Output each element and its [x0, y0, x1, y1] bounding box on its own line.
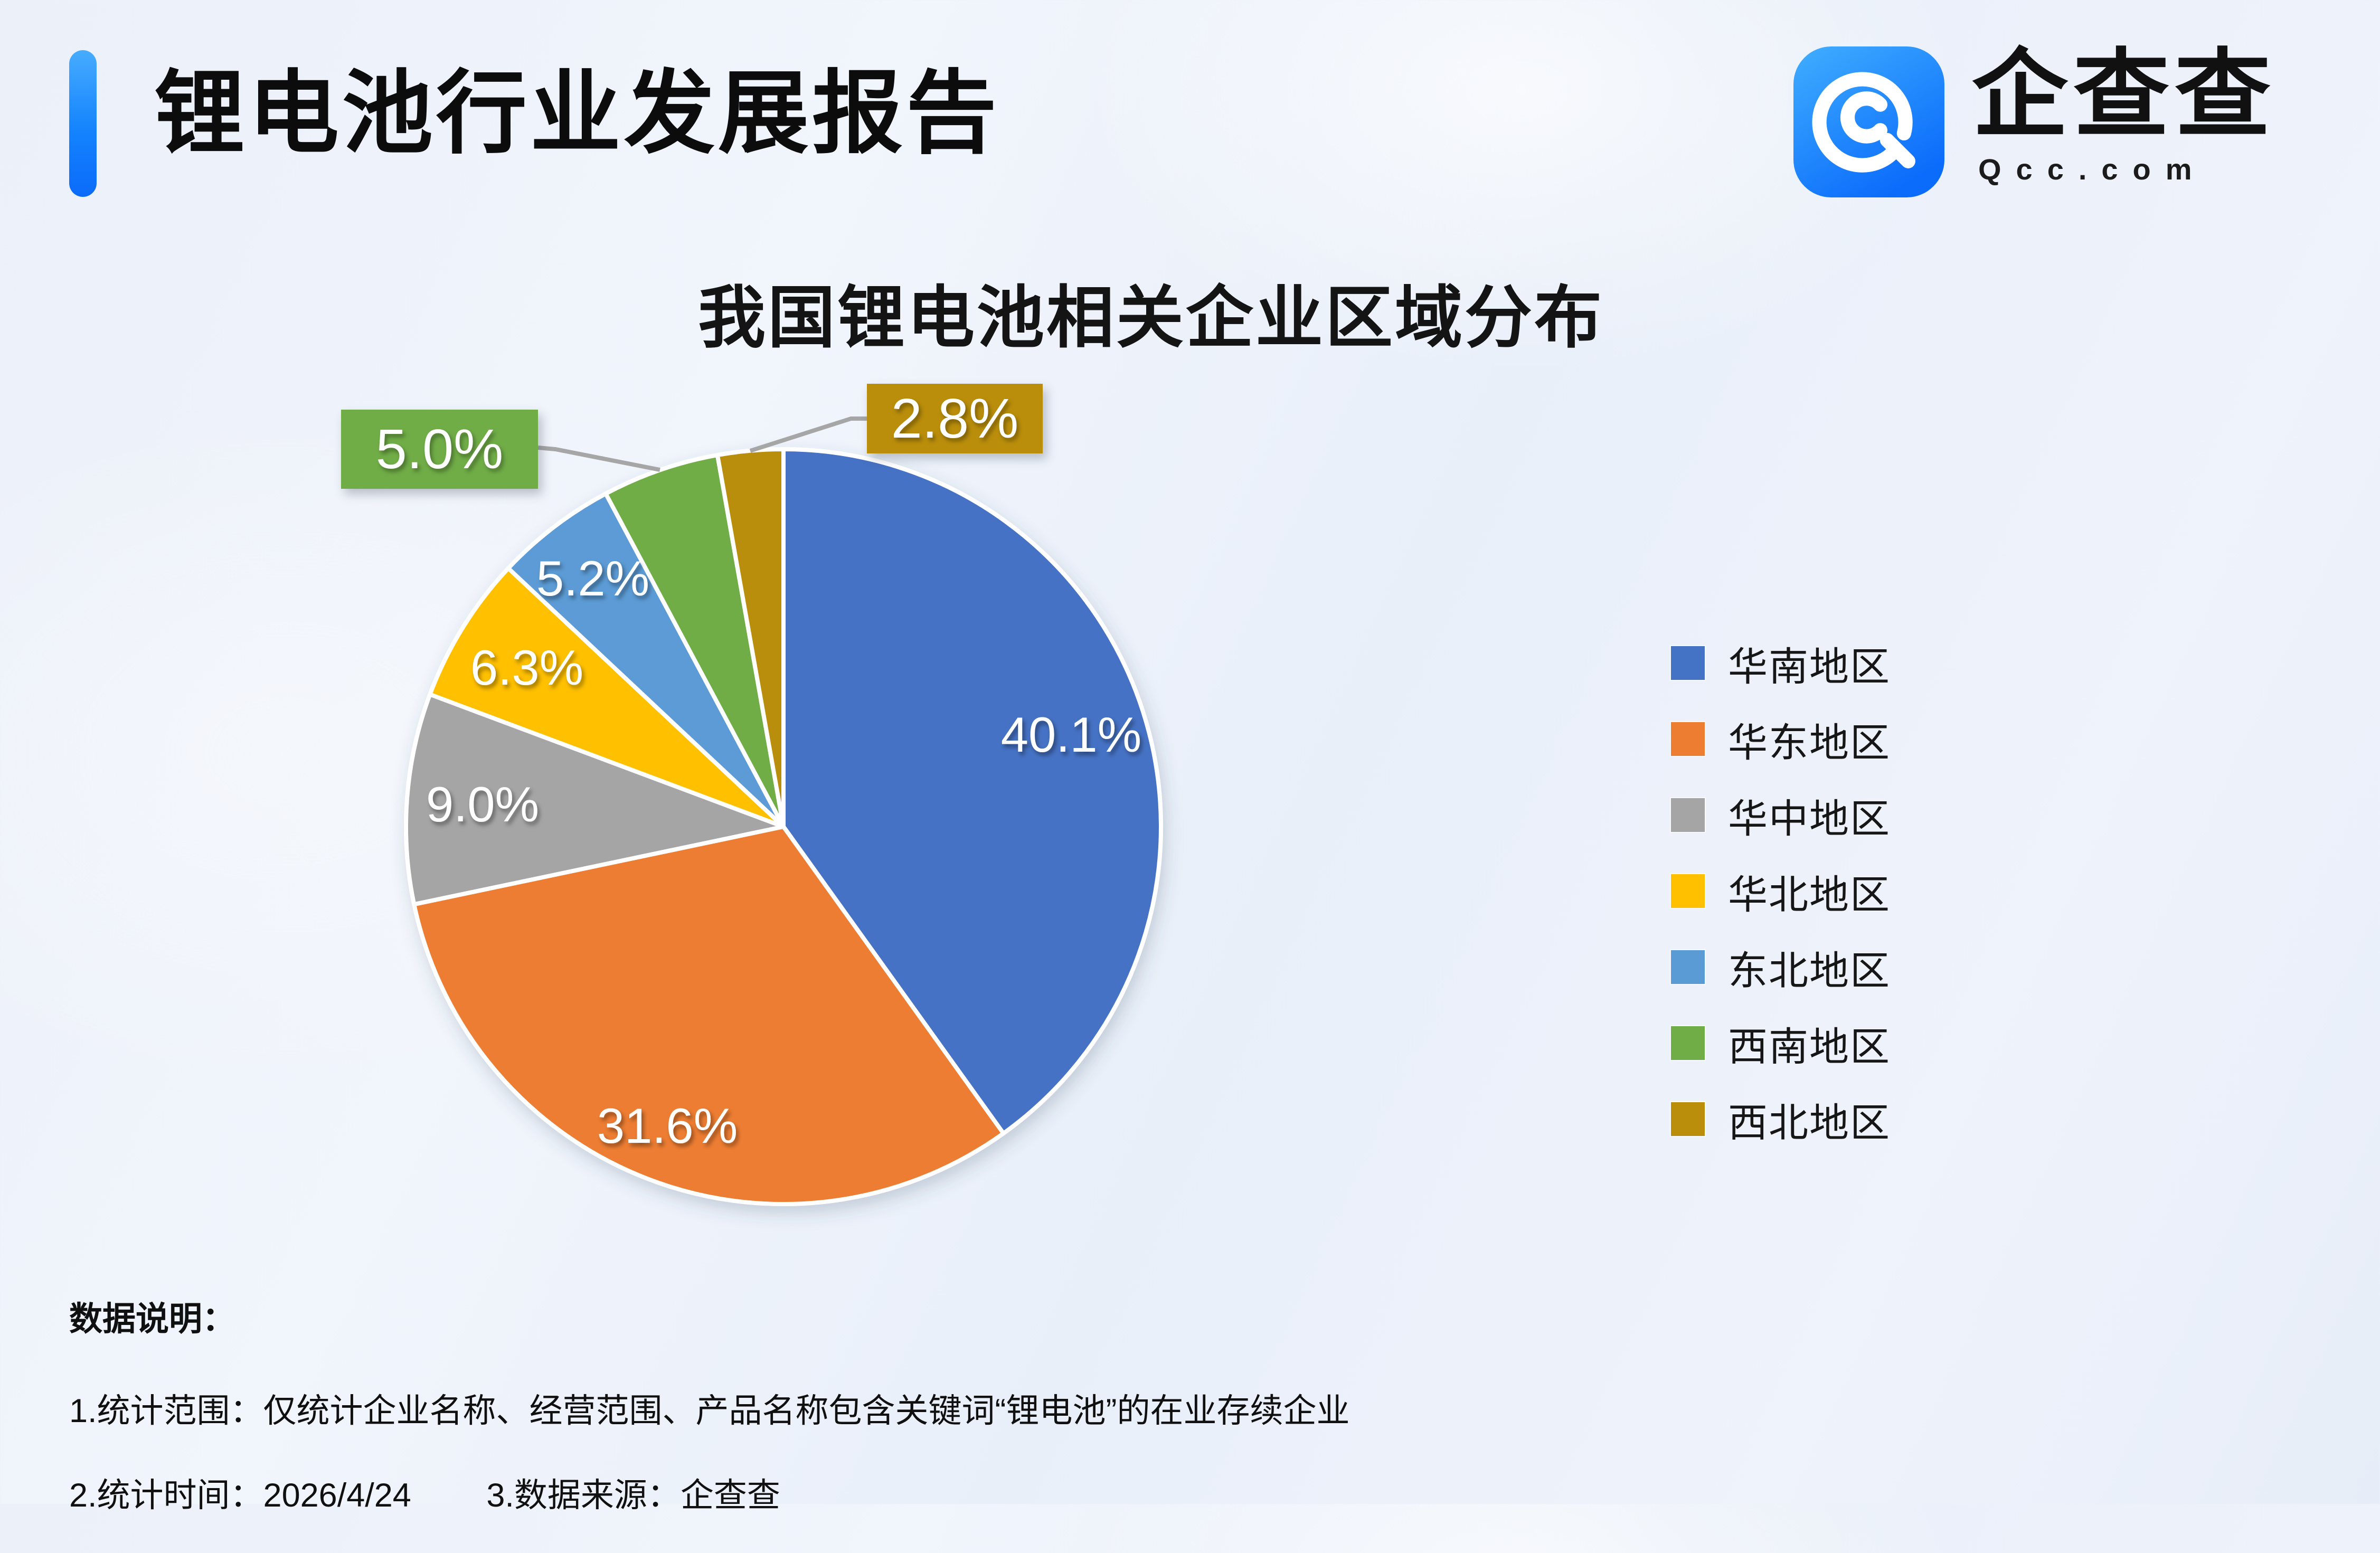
legend-swatch-5: [1671, 1026, 1705, 1060]
legend-label-3: 华北地区: [1728, 872, 1891, 917]
legend-swatch-1: [1671, 722, 1705, 756]
brand-name: 企查查: [1972, 41, 2276, 148]
pie-value-label-3: 6.3%: [470, 640, 583, 695]
pie-chart: 40.1% 31.6% 9.0% 6.3% 5.2%: [404, 416, 1163, 1207]
legend-item-4: 东北地区: [1671, 929, 1891, 1005]
legend-label-1: 华东地区: [1728, 720, 1891, 765]
legend-label-4: 东北地区: [1728, 948, 1891, 993]
pie-callout-box-5: 5.0%: [341, 410, 538, 489]
poster-canvas: 锂电池行业发展报告 企查查 Qcc.com 我国锂电池相关企业区域分布: [69, 41, 2320, 1514]
footnote-scope: 1.统计范围：仅统计企业名称、经营范围、产品名称包含关键词“锂电池”的在业存续企…: [69, 1393, 1350, 1429]
legend-item-3: 华北地区: [1671, 853, 1891, 929]
legend-swatch-0: [1671, 646, 1705, 680]
legend-label-5: 西南地区: [1728, 1024, 1891, 1069]
legend-item-2: 华中地区: [1671, 777, 1891, 853]
callout-line-6: [749, 416, 867, 453]
pie-slice-3: [428, 566, 786, 829]
chart-legend: 华南地区华东地区华中地区华北地区东北地区西南地区西北地区: [1671, 625, 1891, 1157]
legend-label-6: 西北地区: [1728, 1100, 1891, 1145]
legend-swatch-4: [1671, 950, 1705, 984]
pie-slice-5: [603, 453, 786, 829]
footnote-source: 3.数据来源：企查查: [486, 1477, 780, 1514]
pie-slice-2: [404, 692, 786, 907]
qcc-logo: 企查查 Qcc.com: [1792, 41, 2320, 205]
legend-item-6: 西北地区: [1671, 1081, 1891, 1157]
pie-slice-4: [506, 491, 786, 829]
pie-slice-0: [781, 447, 1163, 1136]
legend-swatch-3: [1671, 874, 1705, 908]
legend-item-0: 华南地区: [1671, 625, 1891, 701]
page-title: 锂电池行业发展报告: [154, 63, 1000, 164]
footnote-heading: 数据说明：: [69, 1301, 235, 1338]
footer-notes: 数据说明： 1.统计范围：仅统计企业名称、经营范围、产品名称包含关键词“锂电池”…: [69, 1292, 1350, 1553]
pie-value-label-1: 31.6%: [597, 1098, 738, 1153]
pie-slice-1: [412, 825, 1006, 1207]
pie-callout-box-6: 2.8%: [867, 384, 1043, 453]
brand-domain: Qcc.com: [1978, 153, 2207, 186]
footnote-meta: 2.统计时间：2026/4/24 3.数据来源：企查查: [69, 1469, 1350, 1517]
legend-label-2: 华中地区: [1728, 796, 1891, 841]
legend-swatch-2: [1671, 798, 1705, 832]
legend-item-5: 西南地区: [1671, 1005, 1891, 1081]
qcc-logo-icon: [1793, 46, 1944, 197]
title-accent-bar: [69, 50, 97, 197]
pie-value-label-4: 5.2%: [536, 551, 649, 606]
legend-item-1: 华东地区: [1671, 701, 1891, 777]
footnote-date: 2.统计时间：2026/4/24: [69, 1477, 411, 1514]
pie-value-label-0: 40.1%: [1001, 707, 1142, 762]
callout-line-5: [537, 446, 660, 472]
legend-swatch-6: [1671, 1102, 1705, 1136]
legend-label-0: 华南地区: [1728, 644, 1891, 689]
pie-value-label-2: 9.0%: [426, 776, 539, 832]
chart-title: 我国锂电池相关企业区域分布: [697, 280, 1604, 356]
